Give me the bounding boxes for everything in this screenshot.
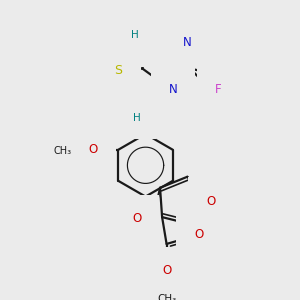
Text: H: H xyxy=(131,30,139,40)
Text: O: O xyxy=(89,143,98,156)
Text: F: F xyxy=(215,65,222,78)
Text: O: O xyxy=(132,212,141,225)
Text: O: O xyxy=(194,229,203,242)
Text: N: N xyxy=(169,83,178,96)
Text: O: O xyxy=(206,195,215,208)
Text: CH₃: CH₃ xyxy=(157,294,176,300)
Text: H: H xyxy=(133,113,140,123)
Text: CH₃: CH₃ xyxy=(53,146,71,156)
Text: O: O xyxy=(162,264,171,277)
Text: S: S xyxy=(114,64,122,77)
Text: N: N xyxy=(140,36,148,49)
Text: F: F xyxy=(215,83,222,96)
Text: N: N xyxy=(183,36,191,49)
